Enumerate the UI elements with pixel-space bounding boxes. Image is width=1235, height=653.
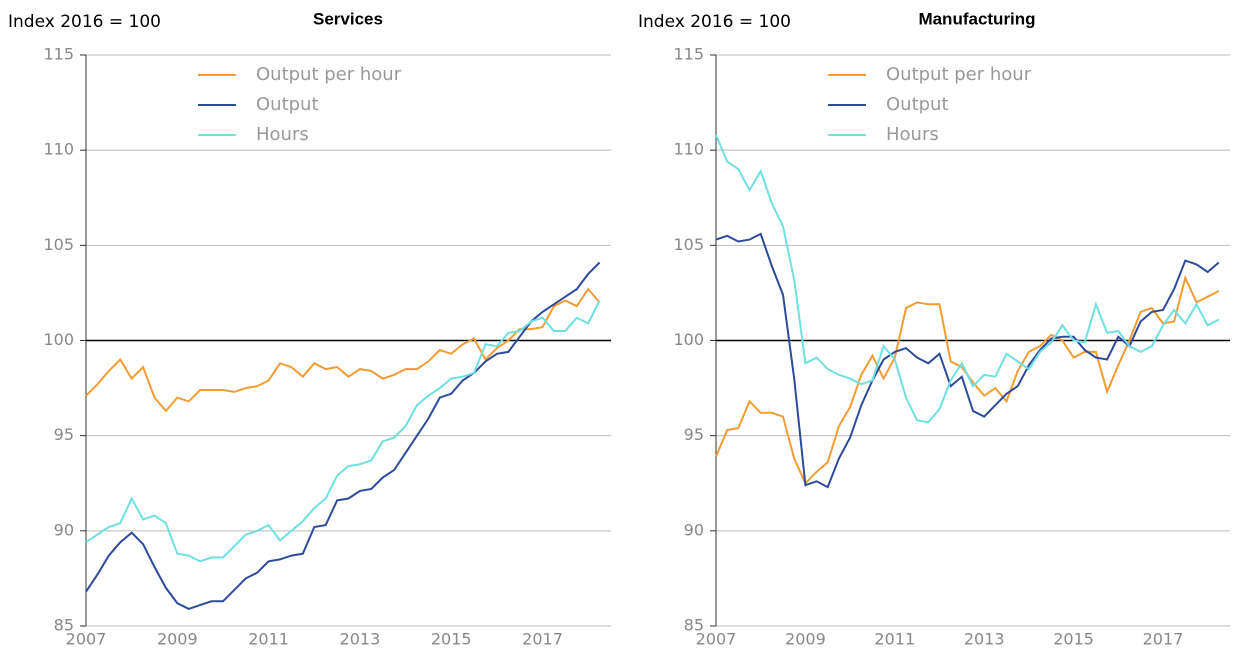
y-tick-label: 95 (54, 425, 74, 444)
x-tick-label: 2015 (431, 630, 472, 649)
y-tick-label: 115 (673, 45, 704, 64)
legend-label: Output (886, 94, 949, 115)
x-tick-label: 2011 (874, 630, 915, 649)
chart-title: Services (313, 9, 383, 28)
x-tick-label: 2009 (785, 630, 826, 649)
y-tick-label: 95 (684, 425, 704, 444)
y-tick-label: 90 (54, 520, 74, 539)
x-tick-label: 2007 (696, 630, 737, 649)
y-tick-label: 85 (684, 616, 704, 635)
y-axis-label: Index 2016 = 100 (638, 12, 791, 32)
legend-label: Output (256, 94, 319, 115)
legend-label: Output per hour (256, 64, 402, 85)
y-tick-label: 90 (684, 520, 704, 539)
series-line (715, 274, 1220, 486)
series-line (715, 232, 1220, 489)
x-tick-label: 2007 (66, 630, 107, 649)
y-tick-label: 105 (673, 235, 704, 254)
y-tick-label: 115 (43, 45, 74, 64)
x-tick-label: 2011 (248, 630, 289, 649)
chart-title: Manufacturing (918, 9, 1035, 28)
legend-label: Output per hour (886, 64, 1032, 85)
y-axis-label: Index 2016 = 100 (8, 12, 161, 32)
y-tick-label: 110 (673, 140, 704, 159)
y-tick-label: 110 (43, 140, 74, 159)
series-line (85, 261, 601, 610)
y-tick-label: 100 (43, 330, 74, 349)
x-tick-label: 2015 (1053, 630, 1094, 649)
series-line (85, 300, 601, 563)
legend-label: Hours (256, 124, 309, 145)
legend-label: Hours (886, 124, 939, 145)
x-tick-label: 2013 (964, 630, 1005, 649)
y-tick-label: 105 (43, 235, 74, 254)
x-tick-label: 2009 (157, 630, 198, 649)
y-tick-label: 85 (54, 616, 74, 635)
x-tick-label: 2017 (1143, 630, 1184, 649)
series-line (85, 287, 601, 413)
x-tick-label: 2017 (522, 630, 563, 649)
x-tick-label: 2013 (340, 630, 381, 649)
series-line (715, 134, 1220, 424)
y-tick-label: 100 (673, 330, 704, 349)
